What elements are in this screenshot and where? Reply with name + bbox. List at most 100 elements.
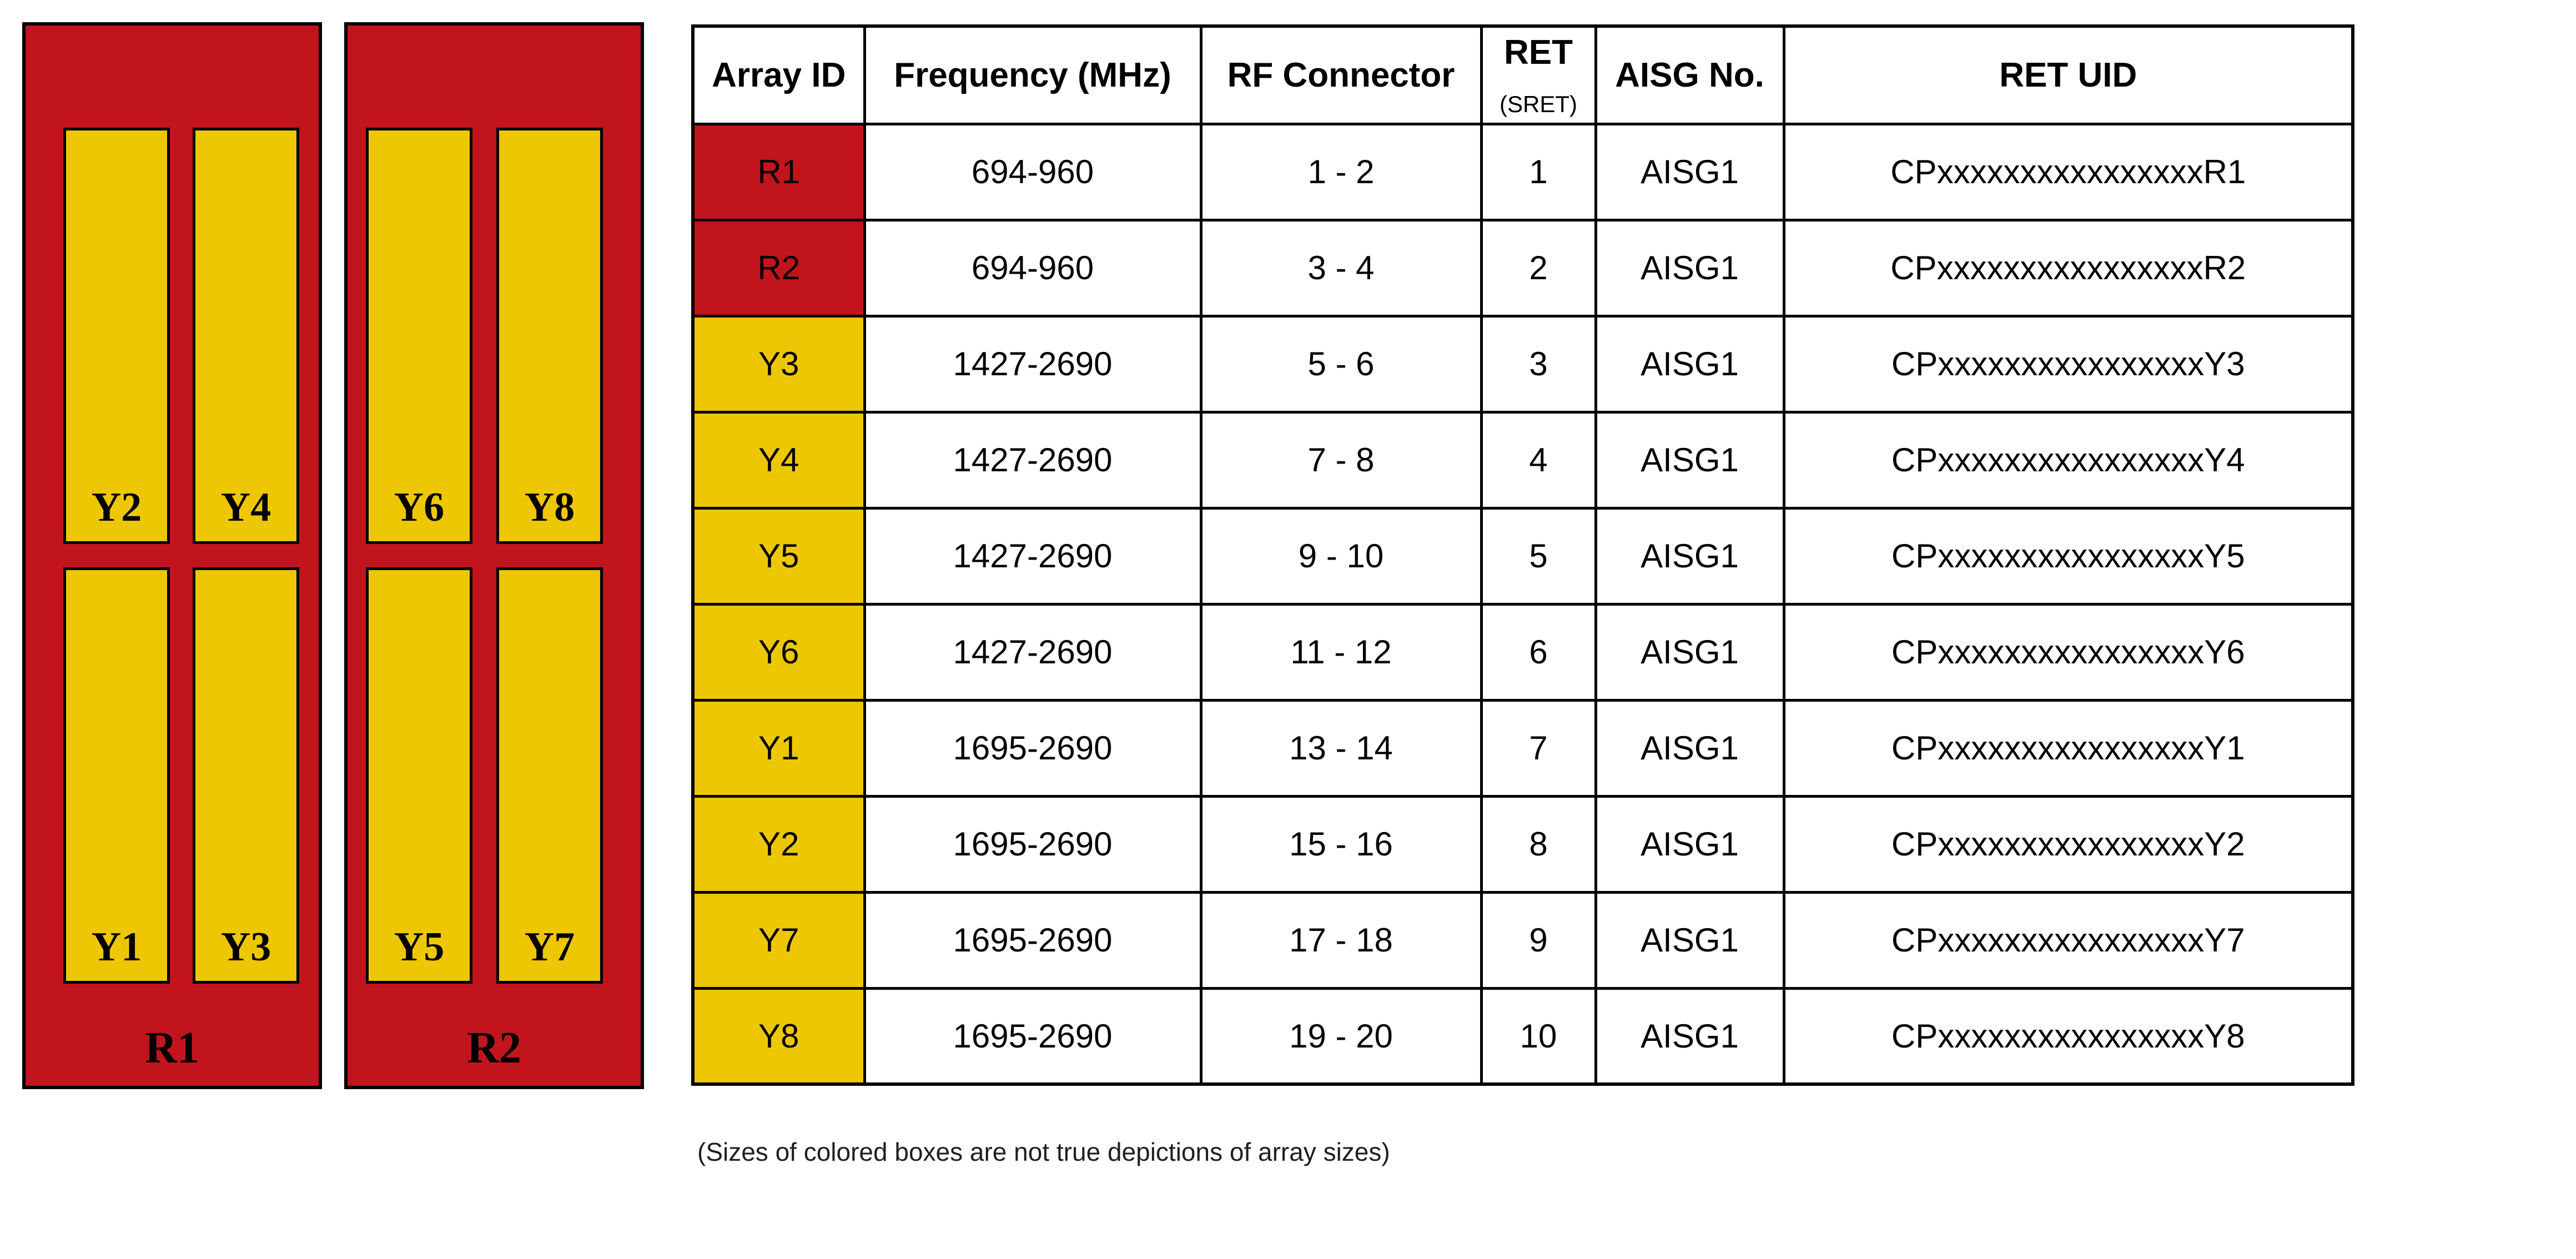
cell-frequency: 1427-2690: [863, 506, 1203, 606]
cell-array-id: Y6: [691, 602, 866, 702]
header-ret-sub: (SRET): [1500, 90, 1577, 117]
cell-ret: 4: [1480, 410, 1597, 510]
cell-rf-connector: 1 - 2: [1199, 122, 1483, 221]
cell-aisg: AISG1: [1594, 602, 1785, 702]
table-row: Y3 1427-2690 5 - 6 3 AISG1 CPxxxxxxxxxxx…: [691, 314, 2354, 414]
table-row: Y4 1427-2690 7 - 8 4 AISG1 CPxxxxxxxxxxx…: [691, 410, 2354, 510]
cell-ret: 8: [1480, 794, 1597, 894]
cell-ret: 5: [1480, 506, 1597, 606]
cell-rf-connector: 7 - 8: [1199, 410, 1483, 510]
table-row: Y1 1695-2690 13 - 14 7 AISG1 CPxxxxxxxxx…: [691, 698, 2354, 798]
table-row: Y7 1695-2690 17 - 18 9 AISG1 CPxxxxxxxxx…: [691, 890, 2354, 990]
array-box-label: Y8: [524, 485, 575, 530]
antenna-panel-r2: Y6 Y8 Y5 Y7 R2: [344, 22, 644, 1089]
cell-frequency: 1427-2690: [863, 602, 1203, 702]
cell-array-id: Y8: [691, 986, 866, 1086]
array-box-label: Y6: [394, 485, 445, 530]
cell-ret-uid: CPxxxxxxxxxxxxxxxxR1: [1782, 122, 2354, 221]
cell-ret: 3: [1480, 314, 1597, 414]
cell-rf-connector: 11 - 12: [1199, 602, 1483, 702]
header-ret-main: RET: [1504, 33, 1573, 72]
table-header-row: Array ID Frequency (MHz) RF Connector RE…: [691, 24, 2354, 125]
array-box-label: Y1: [91, 924, 142, 970]
cell-aisg: AISG1: [1594, 506, 1785, 606]
array-box-label: Y4: [220, 485, 271, 530]
cell-aisg: AISG1: [1594, 410, 1785, 510]
cell-rf-connector: 19 - 20: [1199, 986, 1483, 1086]
array-box-y8: Y8: [496, 128, 603, 544]
array-box-label: Y3: [220, 924, 271, 970]
cell-array-id: Y4: [691, 410, 866, 510]
array-box-y4: Y4: [193, 128, 299, 544]
cell-rf-connector: 13 - 14: [1199, 698, 1483, 798]
table-row: Y5 1427-2690 9 - 10 5 AISG1 CPxxxxxxxxxx…: [691, 506, 2354, 606]
header-ret-stack: RET (SRET): [1483, 33, 1594, 118]
cell-array-id: Y7: [691, 890, 866, 990]
header-rf-connector: RF Connector: [1199, 24, 1483, 125]
table-row: R2 694-960 3 - 4 2 AISG1 CPxxxxxxxxxxxxx…: [691, 218, 2354, 318]
cell-aisg: AISG1: [1594, 122, 1785, 221]
cell-frequency: 1695-2690: [863, 890, 1203, 990]
cell-ret: 10: [1480, 986, 1597, 1086]
header-aisg-no: AISG No.: [1594, 24, 1785, 125]
cell-ret: 1: [1480, 122, 1597, 221]
cell-frequency: 1427-2690: [863, 314, 1203, 414]
cell-ret-uid: CPxxxxxxxxxxxxxxxxY4: [1782, 410, 2354, 510]
table-body: R1 694-960 1 - 2 1 AISG1 CPxxxxxxxxxxxxx…: [691, 122, 2354, 1086]
cell-aisg: AISG1: [1594, 890, 1785, 990]
cell-aisg: AISG1: [1594, 698, 1785, 798]
cell-array-id: R1: [691, 122, 866, 221]
array-box-label: Y2: [91, 485, 142, 530]
cell-ret-uid: CPxxxxxxxxxxxxxxxxY1: [1782, 698, 2354, 798]
cell-aisg: AISG1: [1594, 314, 1785, 414]
cell-ret-uid: CPxxxxxxxxxxxxxxxxY8: [1782, 986, 2354, 1086]
cell-array-id: Y5: [691, 506, 866, 606]
table-row: Y6 1427-2690 11 - 12 6 AISG1 CPxxxxxxxxx…: [691, 602, 2354, 702]
panel-label-r2: R2: [467, 1024, 521, 1072]
cell-frequency: 1695-2690: [863, 986, 1203, 1086]
header-frequency: Frequency (MHz): [863, 24, 1203, 125]
cell-aisg: AISG1: [1594, 794, 1785, 894]
cell-array-id: R2: [691, 218, 866, 318]
cell-frequency: 1427-2690: [863, 410, 1203, 510]
table-row: Y2 1695-2690 15 - 16 8 AISG1 CPxxxxxxxxx…: [691, 794, 2354, 894]
array-box-label: Y5: [394, 924, 445, 970]
cell-ret: 9: [1480, 890, 1597, 990]
table-header: Array ID Frequency (MHz) RF Connector RE…: [691, 24, 2354, 125]
cell-rf-connector: 5 - 6: [1199, 314, 1483, 414]
cell-rf-connector: 17 - 18: [1199, 890, 1483, 990]
cell-ret-uid: CPxxxxxxxxxxxxxxxxY7: [1782, 890, 2354, 990]
cell-array-id: Y2: [691, 794, 866, 894]
array-box-y3: Y3: [193, 567, 299, 984]
cell-ret-uid: CPxxxxxxxxxxxxxxxxY6: [1782, 602, 2354, 702]
cell-rf-connector: 9 - 10: [1199, 506, 1483, 606]
table-row: Y8 1695-2690 19 - 20 10 AISG1 CPxxxxxxxx…: [691, 986, 2354, 1086]
cell-ret-uid: CPxxxxxxxxxxxxxxxxY3: [1782, 314, 2354, 414]
size-disclaimer-note: (Sizes of colored boxes are not true dep…: [697, 1137, 1390, 1166]
cell-ret: 7: [1480, 698, 1597, 798]
cell-frequency: 694-960: [863, 218, 1203, 318]
array-box-y5: Y5: [366, 567, 472, 984]
cell-array-id: Y1: [691, 698, 866, 798]
array-box-label: Y7: [524, 924, 575, 970]
cell-ret-uid: CPxxxxxxxxxxxxxxxxY5: [1782, 506, 2354, 606]
cell-array-id: Y3: [691, 314, 866, 414]
cell-ret-uid: CPxxxxxxxxxxxxxxxxY2: [1782, 794, 2354, 894]
cell-rf-connector: 15 - 16: [1199, 794, 1483, 894]
cell-ret-uid: CPxxxxxxxxxxxxxxxxR2: [1782, 218, 2354, 318]
cell-ret: 2: [1480, 218, 1597, 318]
array-spec-table: Array ID Frequency (MHz) RF Connector RE…: [691, 24, 2354, 1086]
cell-aisg: AISG1: [1594, 218, 1785, 318]
panel-label-r1: R1: [145, 1024, 199, 1072]
cell-frequency: 694-960: [863, 122, 1203, 221]
cell-frequency: 1695-2690: [863, 698, 1203, 798]
array-box-y7: Y7: [496, 567, 603, 984]
table-row: R1 694-960 1 - 2 1 AISG1 CPxxxxxxxxxxxxx…: [691, 122, 2354, 221]
header-ret: RET (SRET): [1480, 24, 1597, 125]
cell-frequency: 1695-2690: [863, 794, 1203, 894]
array-box-y2: Y2: [63, 128, 170, 544]
array-box-y6: Y6: [366, 128, 472, 544]
header-array-id: Array ID: [691, 24, 866, 125]
cell-rf-connector: 3 - 4: [1199, 218, 1483, 318]
